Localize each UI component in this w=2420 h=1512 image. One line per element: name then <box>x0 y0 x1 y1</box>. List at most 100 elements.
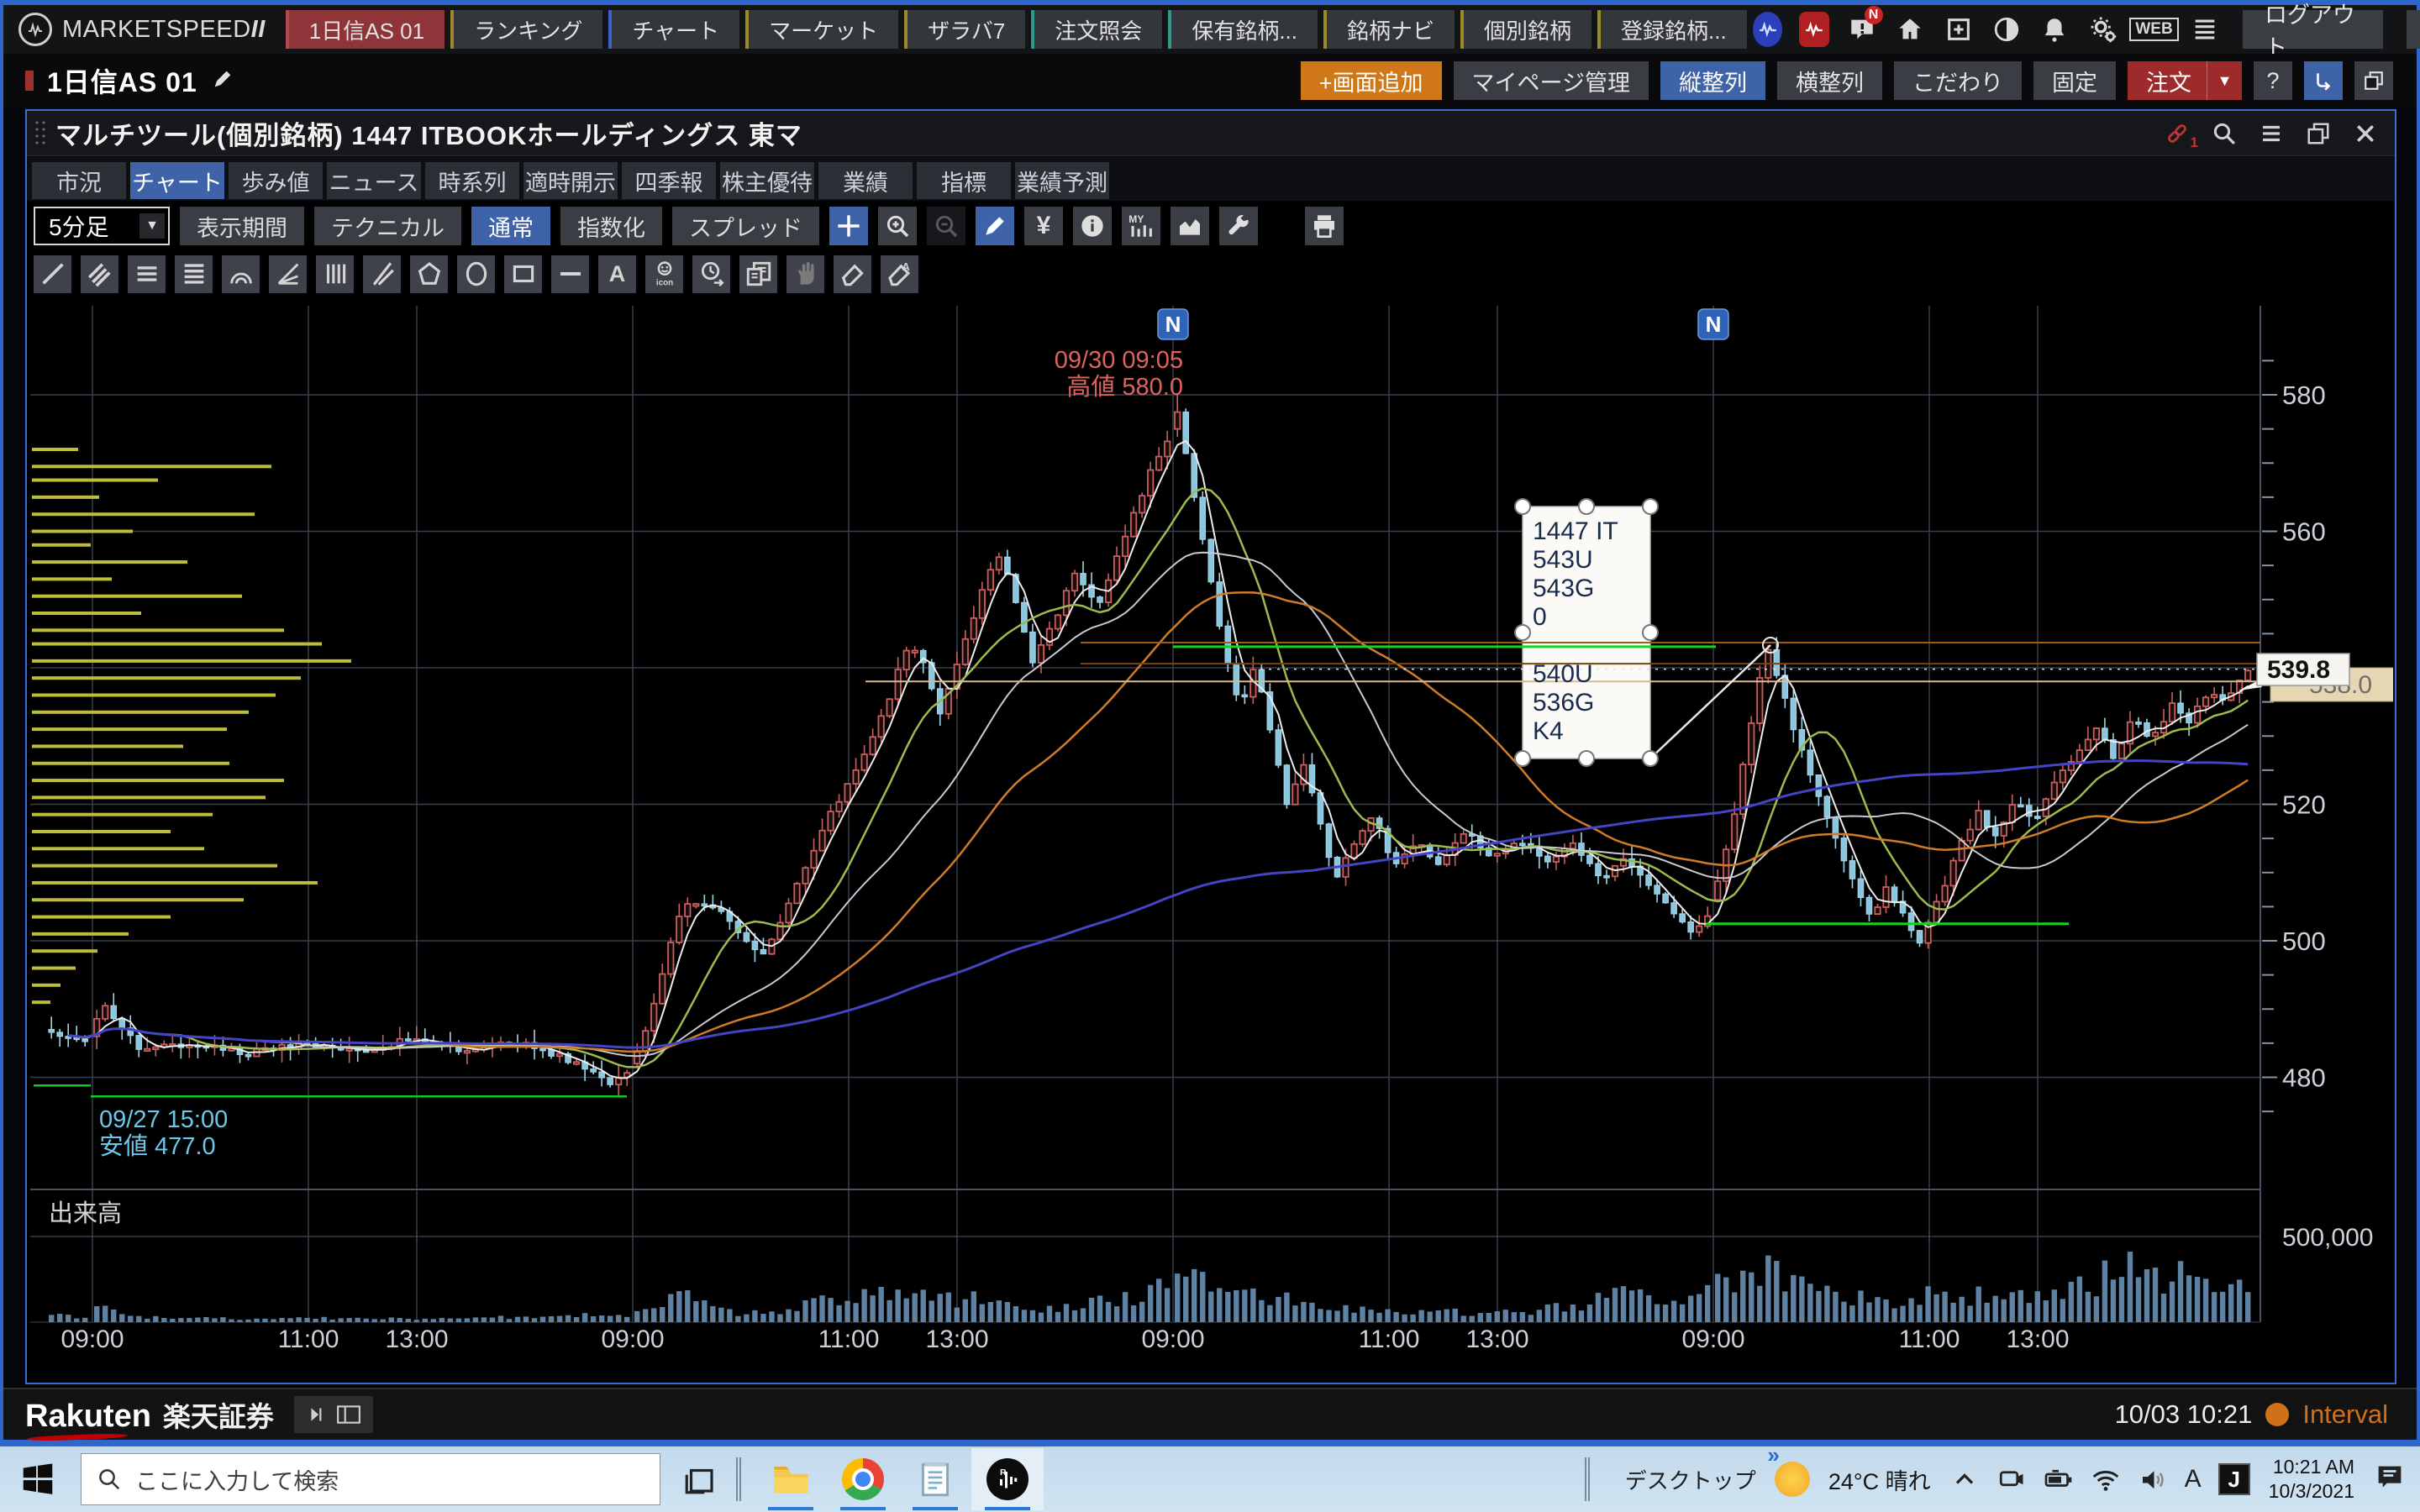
top-tab-8[interactable]: 銘柄ナビ <box>1323 10 1455 49</box>
crosshair-button[interactable] <box>829 207 868 245</box>
bell-button[interactable] <box>2039 11 2070 48</box>
tab-指標[interactable]: 指標 <box>917 162 1011 199</box>
pencil-button[interactable] <box>976 207 1014 245</box>
wifi-icon[interactable] <box>2091 1464 2121 1494</box>
ime-mode-j[interactable]: J <box>2217 1463 2250 1495</box>
ws-button-[interactable]: ? <box>2254 61 2292 100</box>
toolbar-指数化[interactable]: 指数化 <box>560 207 662 245</box>
draw-eraser-button[interactable] <box>834 255 871 293</box>
taskbar-clock[interactable]: 10:21 AM 10/3/2021 <box>2269 1455 2354 1504</box>
taskbar-chrome[interactable] <box>827 1448 899 1510</box>
printer-button[interactable] <box>1305 207 1344 245</box>
news-badge[interactable]: N <box>1157 308 1189 340</box>
weather-text[interactable]: 24°C 晴れ <box>1828 1468 1931 1494</box>
toolbar-スプレッド[interactable]: スプレッド <box>672 207 819 245</box>
tab-株主優待[interactable]: 株主優待 <box>720 162 814 199</box>
draw-icon-stamp-button[interactable]: icon <box>645 255 683 293</box>
ws-button-[interactable]: +画面追加 <box>1300 61 1442 100</box>
toolbar-表示期間[interactable]: 表示期間 <box>180 207 304 245</box>
zoom-in-button[interactable] <box>878 207 917 245</box>
weather-sun-icon[interactable] <box>1774 1462 1810 1497</box>
expand-chevrons[interactable]: » <box>1767 1441 1780 1467</box>
tab-市況[interactable]: 市況 <box>32 162 126 199</box>
taskbar-file-explorer[interactable] <box>755 1448 827 1510</box>
area-chart-button[interactable] <box>1171 207 1209 245</box>
note-handle[interactable] <box>1642 498 1659 515</box>
interval-label[interactable]: Interval <box>2302 1399 2388 1429</box>
tab-歩み値[interactable]: 歩み値 <box>229 162 323 199</box>
edit-pencil-icon[interactable] <box>211 67 234 95</box>
taskbar-marketspeed[interactable]: R <box>971 1448 1044 1510</box>
alert-bubble-button[interactable]: N <box>1846 6 1883 48</box>
top-tab-6[interactable]: 注文照会 <box>1031 10 1163 49</box>
multitool-titlebar[interactable]: マルチツール(個別銘柄) 1447 ITBOOKホールディングス 東マ 1 <box>27 111 2395 156</box>
battery-icon[interactable] <box>2044 1464 2074 1494</box>
ws-button-[interactable]: 縦整列 <box>1660 61 1765 100</box>
wrench-button[interactable] <box>1219 207 1258 245</box>
close-button[interactable] <box>2353 121 2378 146</box>
zoom-out-button[interactable] <box>927 207 965 245</box>
menu-button[interactable] <box>2190 11 2221 48</box>
draw-hand-button[interactable] <box>786 255 824 293</box>
top-tab-2[interactable]: ランキング <box>450 10 603 49</box>
home-button[interactable] <box>1895 11 1926 48</box>
draw-time-cycle-button[interactable] <box>692 255 730 293</box>
note-handle[interactable] <box>1578 750 1595 767</box>
tab-時系列[interactable]: 時系列 <box>425 162 519 199</box>
my-chart-button[interactable]: MY <box>1122 207 1160 245</box>
draw-rectangle-button[interactable] <box>504 255 542 293</box>
note-handle[interactable] <box>1642 624 1659 641</box>
search-button[interactable] <box>2212 121 2237 146</box>
note-handle[interactable] <box>1578 498 1595 515</box>
top-tab-4[interactable]: マーケット <box>745 10 899 49</box>
draw-eraser-all-button[interactable]: A <box>881 255 918 293</box>
top-tab-3[interactable]: チャート <box>608 10 740 49</box>
top-tab-5[interactable]: ザラバ7 <box>904 10 1026 49</box>
drag-grip[interactable] <box>34 118 47 148</box>
note-handle[interactable] <box>1514 750 1531 767</box>
tab-適時開示[interactable]: 適時開示 <box>523 162 618 199</box>
price-chart[interactable]: 1447 IT 543U 543G 0 540U 536G K4 N N 09/30 09:05 高… <box>27 301 2397 1384</box>
draw-h-line-button[interactable] <box>551 255 589 293</box>
trend-line-handle[interactable] <box>1762 637 1779 654</box>
note-handle[interactable] <box>1514 498 1531 515</box>
ws-button-[interactable]: 固定 <box>2033 61 2116 100</box>
windows-start-button[interactable] <box>18 1460 57 1499</box>
draw-ellipse-button[interactable] <box>457 255 495 293</box>
top-tab-9[interactable]: 個別銘柄 <box>1460 10 1592 49</box>
draw-parallel-lines-button[interactable] <box>81 255 118 293</box>
draw-fibo-arcs-button[interactable] <box>222 255 260 293</box>
tab-四季報[interactable]: 四季報 <box>622 162 716 199</box>
info-button[interactable] <box>1073 207 1112 245</box>
cascade-button[interactable] <box>2306 121 2331 146</box>
taskbar-search[interactable]: ここに入力して検索 <box>81 1453 660 1505</box>
top-tab-1[interactable]: 1日信AS 01 <box>285 10 445 49</box>
top-tab-7[interactable]: 保有銘柄... <box>1168 10 1318 49</box>
notification-center-icon[interactable] <box>2373 1461 2407 1499</box>
list-button[interactable] <box>2259 121 2284 146</box>
statusbar-panel-toggle[interactable] <box>293 1396 373 1433</box>
tab-業績[interactable]: 業績 <box>818 162 913 199</box>
tab-業績予測[interactable]: 業績予測 <box>1015 162 1109 199</box>
ws-button-[interactable]: 横整列 <box>1777 61 1882 100</box>
ws-button-[interactable]: 注文 ▼ <box>2128 61 2242 100</box>
taskbar-notepad[interactable] <box>899 1448 971 1510</box>
minimize-button[interactable] <box>2406 10 2420 49</box>
add-window-button[interactable] <box>1943 11 1974 48</box>
tab-チャート[interactable]: チャート <box>130 162 224 199</box>
draw-trend-line-button[interactable] <box>34 255 71 293</box>
draw-fan-lines-button[interactable] <box>269 255 307 293</box>
note-handle[interactable] <box>1642 750 1659 767</box>
draw-text-button[interactable]: A <box>598 255 636 293</box>
ws-button-[interactable]: こだわり <box>1894 61 2022 100</box>
task-view-button[interactable] <box>682 1462 718 1497</box>
new-window-button[interactable] <box>2354 61 2393 100</box>
desktop-toolbar[interactable]: デスクトップ » <box>1624 1441 1780 1494</box>
yen-button[interactable]: ¥ <box>1024 207 1063 245</box>
settings-gears-button[interactable] <box>2087 11 2118 48</box>
draw-v-lines-button[interactable] <box>316 255 354 293</box>
news-badge[interactable]: N <box>1697 308 1729 340</box>
web-button[interactable]: WEB <box>2129 11 2179 48</box>
top-tab-10[interactable]: 登録銘柄... <box>1597 10 1747 49</box>
